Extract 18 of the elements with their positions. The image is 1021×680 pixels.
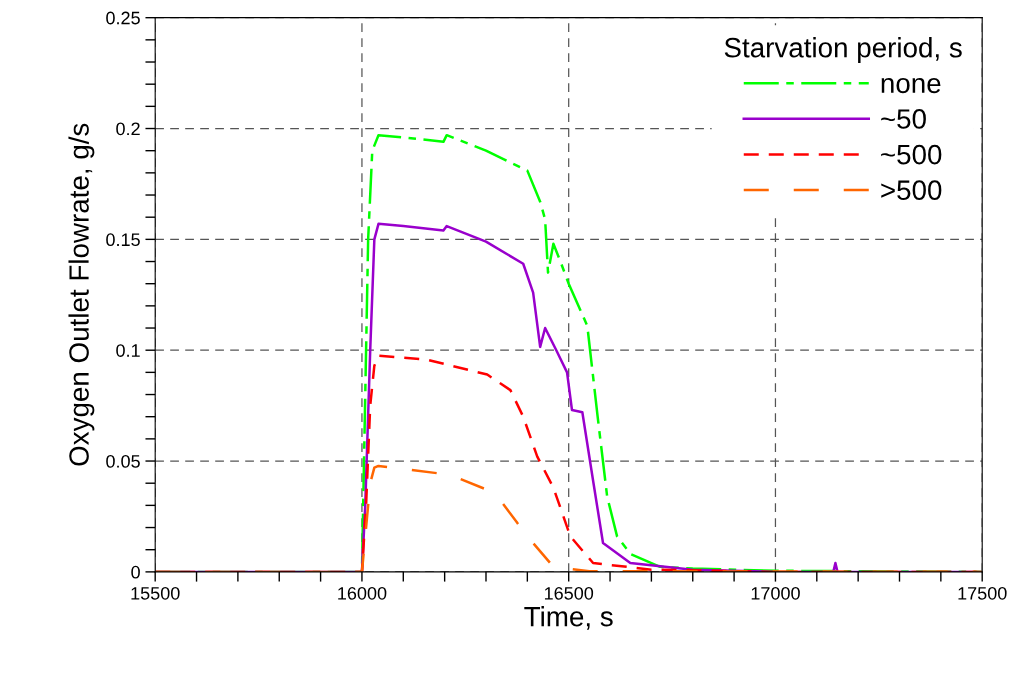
legend-label: >500: [881, 180, 942, 200]
y-tick-label: 0: [131, 565, 140, 579]
y-tick-label: 0.25: [106, 11, 140, 25]
legend-label: ~500: [881, 144, 942, 165]
x-tick-label: 17500: [958, 586, 1007, 600]
y-tick-label: 0.1: [116, 344, 140, 357]
x-tick-label: 16500: [544, 586, 594, 600]
legend-label: none: [881, 77, 941, 94]
x-axis-title: Time, s: [524, 606, 613, 630]
x-tick-label: 17000: [751, 586, 800, 600]
y-tick-label: 0.05: [106, 454, 140, 468]
x-tick-label: 16000: [338, 586, 387, 600]
legend-title: Starvation period, s: [724, 37, 962, 64]
legend-label: ~50: [881, 109, 926, 129]
y-tick-label: 0.2: [116, 122, 140, 136]
y-axis-title: Oxygen Outlet Flowrate, g/s: [68, 123, 95, 466]
x-tick-label: 15500: [131, 586, 180, 600]
y-tick-label: 0.15: [106, 233, 140, 247]
